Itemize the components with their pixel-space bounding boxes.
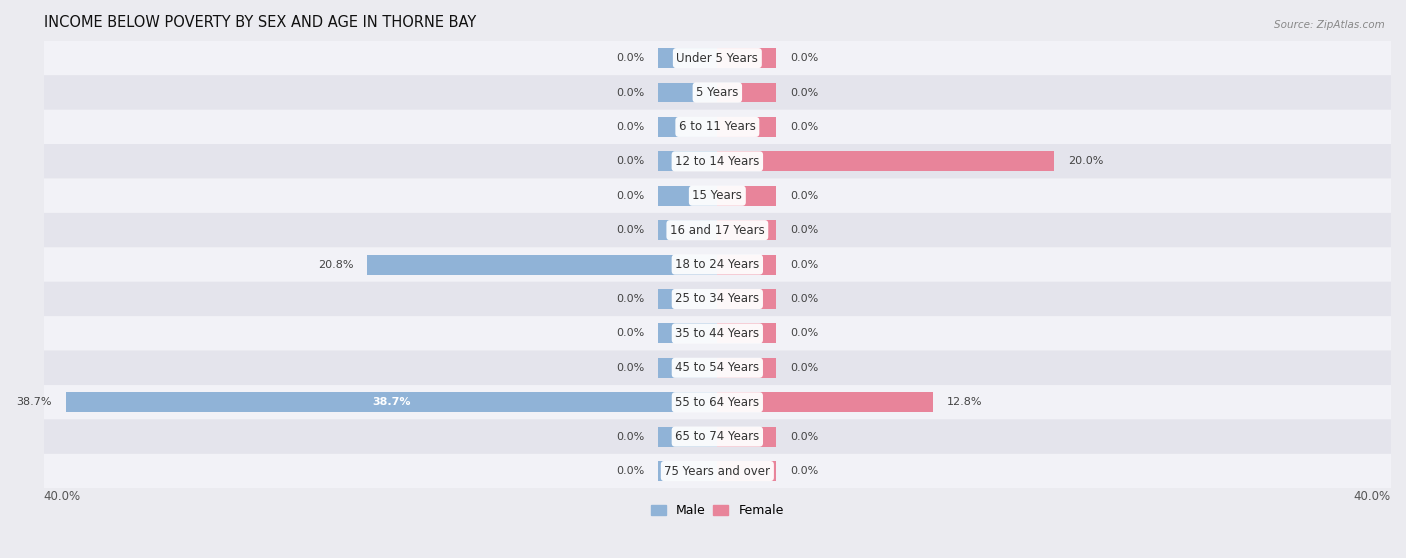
Bar <box>658 289 717 309</box>
Text: 0.0%: 0.0% <box>790 294 818 304</box>
Bar <box>658 117 717 137</box>
Text: 45 to 54 Years: 45 to 54 Years <box>675 362 759 374</box>
Text: 0.0%: 0.0% <box>617 294 645 304</box>
Bar <box>717 220 776 240</box>
FancyBboxPatch shape <box>44 282 1391 316</box>
Text: 0.0%: 0.0% <box>617 329 645 338</box>
Bar <box>717 427 776 446</box>
FancyBboxPatch shape <box>44 420 1391 454</box>
Bar <box>658 427 717 446</box>
Bar <box>658 358 717 378</box>
Text: 0.0%: 0.0% <box>617 53 645 63</box>
Text: 0.0%: 0.0% <box>617 122 645 132</box>
Text: 6 to 11 Years: 6 to 11 Years <box>679 121 756 133</box>
Text: 38.7%: 38.7% <box>373 397 411 407</box>
Bar <box>717 324 776 343</box>
Text: 0.0%: 0.0% <box>617 191 645 201</box>
Bar <box>66 392 717 412</box>
Bar <box>717 254 776 275</box>
Bar <box>717 83 776 103</box>
FancyBboxPatch shape <box>44 316 1391 350</box>
Text: 15 Years: 15 Years <box>692 189 742 202</box>
Text: 18 to 24 Years: 18 to 24 Years <box>675 258 759 271</box>
FancyBboxPatch shape <box>44 110 1391 144</box>
Bar <box>717 151 1054 171</box>
Bar <box>717 358 776 378</box>
Text: INCOME BELOW POVERTY BY SEX AND AGE IN THORNE BAY: INCOME BELOW POVERTY BY SEX AND AGE IN T… <box>44 15 477 30</box>
Bar <box>658 186 717 206</box>
FancyBboxPatch shape <box>44 350 1391 385</box>
Text: 0.0%: 0.0% <box>790 363 818 373</box>
Bar <box>717 392 934 412</box>
Text: 0.0%: 0.0% <box>790 88 818 98</box>
Text: Under 5 Years: Under 5 Years <box>676 51 758 65</box>
Bar <box>717 186 776 206</box>
Text: 0.0%: 0.0% <box>790 122 818 132</box>
Text: 0.0%: 0.0% <box>617 156 645 166</box>
FancyBboxPatch shape <box>44 41 1391 75</box>
Bar <box>717 461 776 481</box>
Bar <box>717 289 776 309</box>
Text: 75 Years and over: 75 Years and over <box>665 465 770 478</box>
Bar <box>367 254 717 275</box>
Text: 20.8%: 20.8% <box>318 259 353 270</box>
FancyBboxPatch shape <box>44 213 1391 247</box>
Text: 0.0%: 0.0% <box>617 88 645 98</box>
Bar <box>717 117 776 137</box>
Text: 0.0%: 0.0% <box>790 225 818 235</box>
FancyBboxPatch shape <box>44 247 1391 282</box>
FancyBboxPatch shape <box>44 385 1391 420</box>
Text: 20.0%: 20.0% <box>1067 156 1104 166</box>
Bar <box>717 48 776 68</box>
Text: 0.0%: 0.0% <box>790 432 818 441</box>
Text: Source: ZipAtlas.com: Source: ZipAtlas.com <box>1274 20 1385 30</box>
Bar <box>658 324 717 343</box>
Text: 12.8%: 12.8% <box>946 397 981 407</box>
Legend: Male, Female: Male, Female <box>645 499 789 522</box>
Text: 0.0%: 0.0% <box>790 53 818 63</box>
Text: 16 and 17 Years: 16 and 17 Years <box>671 224 765 237</box>
Bar <box>658 83 717 103</box>
FancyBboxPatch shape <box>44 179 1391 213</box>
Text: 0.0%: 0.0% <box>790 191 818 201</box>
Bar <box>658 220 717 240</box>
Text: 5 Years: 5 Years <box>696 86 738 99</box>
Text: 12 to 14 Years: 12 to 14 Years <box>675 155 759 168</box>
Bar <box>658 48 717 68</box>
FancyBboxPatch shape <box>44 454 1391 488</box>
Text: 40.0%: 40.0% <box>1354 490 1391 503</box>
Bar <box>658 151 717 171</box>
Text: 25 to 34 Years: 25 to 34 Years <box>675 292 759 305</box>
FancyBboxPatch shape <box>44 144 1391 179</box>
Text: 40.0%: 40.0% <box>44 490 80 503</box>
Bar <box>658 461 717 481</box>
Text: 0.0%: 0.0% <box>790 259 818 270</box>
Text: 35 to 44 Years: 35 to 44 Years <box>675 327 759 340</box>
Text: 0.0%: 0.0% <box>617 432 645 441</box>
Text: 55 to 64 Years: 55 to 64 Years <box>675 396 759 408</box>
Text: 0.0%: 0.0% <box>790 466 818 476</box>
Text: 38.7%: 38.7% <box>17 397 52 407</box>
FancyBboxPatch shape <box>44 75 1391 110</box>
Text: 0.0%: 0.0% <box>617 466 645 476</box>
Text: 0.0%: 0.0% <box>790 329 818 338</box>
Text: 0.0%: 0.0% <box>617 225 645 235</box>
Text: 65 to 74 Years: 65 to 74 Years <box>675 430 759 443</box>
Text: 0.0%: 0.0% <box>617 363 645 373</box>
